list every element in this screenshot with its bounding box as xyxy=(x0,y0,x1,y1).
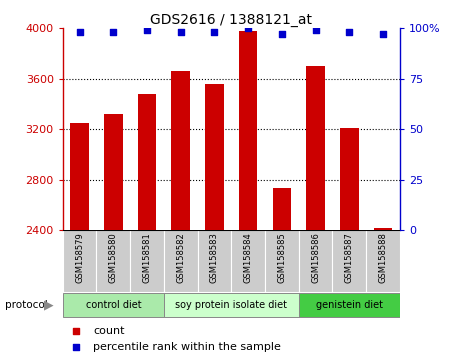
Bar xyxy=(97,230,130,292)
Bar xyxy=(130,230,164,292)
Text: percentile rank within the sample: percentile rank within the sample xyxy=(93,342,281,352)
Bar xyxy=(374,228,392,230)
Bar xyxy=(231,230,265,292)
Text: GSM158579: GSM158579 xyxy=(75,233,84,283)
Text: GSM158586: GSM158586 xyxy=(311,233,320,284)
Bar xyxy=(138,94,156,230)
Title: GDS2616 / 1388121_at: GDS2616 / 1388121_at xyxy=(150,13,312,27)
Point xyxy=(312,28,319,33)
Point xyxy=(345,29,353,35)
Bar xyxy=(239,31,258,230)
Point xyxy=(177,29,185,35)
Bar xyxy=(63,230,97,292)
Text: genistein diet: genistein diet xyxy=(316,300,383,310)
Bar xyxy=(70,123,89,230)
Point xyxy=(211,29,218,35)
Bar xyxy=(164,230,198,292)
Point xyxy=(110,29,117,35)
Point xyxy=(245,25,252,31)
Text: soy protein isolate diet: soy protein isolate diet xyxy=(175,300,287,310)
Bar xyxy=(198,230,231,292)
Point xyxy=(278,32,286,37)
Bar xyxy=(172,71,190,230)
Bar xyxy=(299,230,332,292)
Bar xyxy=(332,230,366,292)
Text: GSM158583: GSM158583 xyxy=(210,233,219,284)
Point xyxy=(73,328,80,334)
Text: GSM158585: GSM158585 xyxy=(278,233,286,283)
Point xyxy=(76,29,83,35)
Bar xyxy=(265,230,299,292)
Point xyxy=(73,344,80,350)
Point xyxy=(143,28,151,33)
Bar xyxy=(306,66,325,230)
Bar xyxy=(340,128,359,230)
Bar xyxy=(299,293,400,317)
Point xyxy=(379,32,387,37)
Bar xyxy=(104,114,123,230)
Text: GSM158587: GSM158587 xyxy=(345,233,354,284)
Bar xyxy=(164,293,299,317)
Text: GSM158588: GSM158588 xyxy=(379,233,387,284)
Bar xyxy=(63,293,164,317)
Bar xyxy=(272,188,291,230)
Text: control diet: control diet xyxy=(86,300,141,310)
Text: GSM158580: GSM158580 xyxy=(109,233,118,283)
Text: GSM158582: GSM158582 xyxy=(176,233,185,283)
Bar xyxy=(366,230,400,292)
Bar xyxy=(205,84,224,230)
Text: protocol: protocol xyxy=(5,300,47,310)
Text: GSM158581: GSM158581 xyxy=(143,233,152,283)
Text: GSM158584: GSM158584 xyxy=(244,233,252,283)
Text: ▶: ▶ xyxy=(44,299,54,312)
Text: count: count xyxy=(93,326,125,336)
